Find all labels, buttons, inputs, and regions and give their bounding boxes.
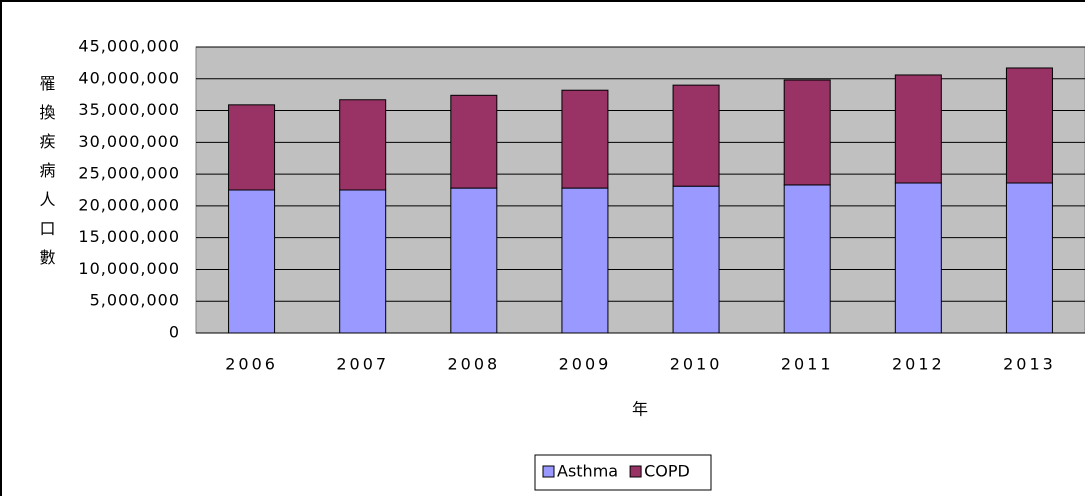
x-axis-label: 年: [632, 400, 648, 419]
legend-label: COPD: [644, 462, 690, 481]
bar-segment: [783, 184, 831, 334]
legend-label: Asthma: [557, 462, 618, 481]
y-tick-label: 0: [169, 323, 180, 342]
x-tick-label: 2012: [892, 355, 945, 374]
y-tick-label: 35,000,000: [78, 100, 180, 119]
x-tick-label: 2009: [559, 355, 612, 374]
y-tick-label: 15,000,000: [78, 227, 180, 246]
plot-area: [195, 46, 1085, 334]
bar-segment: [450, 94, 498, 189]
x-tick-label: 2010: [670, 355, 723, 374]
x-tick-label: 2008: [447, 355, 500, 374]
y-tick-label: 5,000,000: [90, 291, 180, 310]
legend-box: [534, 454, 712, 491]
bar-segment: [894, 74, 942, 184]
bar-segment: [783, 79, 831, 186]
bar-segment: [672, 185, 720, 334]
bar-segment: [561, 89, 609, 189]
y-axis-label: 罹換疾病人口數: [37, 75, 56, 278]
bar-segment: [672, 84, 720, 187]
y-tick-label: 10,000,000: [78, 259, 180, 278]
y-tick-label: 20,000,000: [78, 195, 180, 214]
bar-segment: [1005, 67, 1053, 184]
x-tick-label: 2006: [225, 355, 278, 374]
bar-segment: [450, 187, 498, 334]
bar-segment: [561, 187, 609, 334]
y-tick-label: 25,000,000: [78, 164, 180, 183]
y-tick-label: 40,000,000: [78, 68, 180, 87]
legend-swatch: [542, 465, 555, 478]
bar-segment: [228, 104, 276, 191]
x-tick-label: 2013: [1003, 355, 1056, 374]
bar-segment: [339, 99, 387, 191]
bar-segment: [1005, 182, 1053, 334]
y-tick-label: 30,000,000: [78, 132, 180, 151]
x-tick-label: 2007: [336, 355, 389, 374]
y-tick-label: 45,000,000: [78, 37, 180, 56]
bar-segment: [339, 189, 387, 334]
bar-segment: [228, 189, 276, 334]
x-tick-label: 2011: [781, 355, 834, 374]
bar-segment: [894, 182, 942, 334]
legend-swatch: [629, 465, 642, 478]
